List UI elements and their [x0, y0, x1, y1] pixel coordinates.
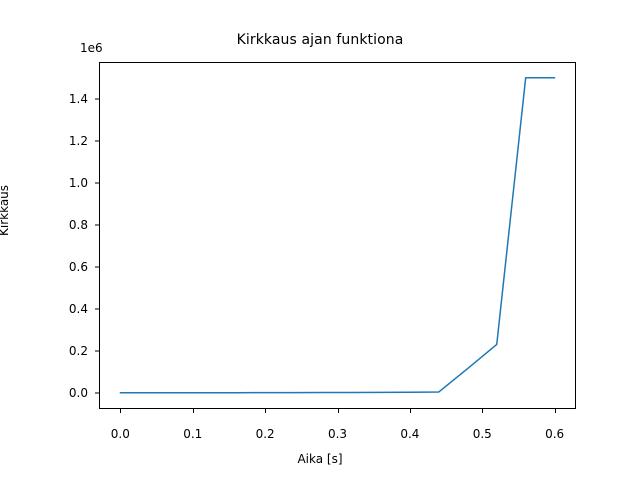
y-tick-label: 0.4 — [68, 302, 88, 317]
y-tick-label: 0.2 — [68, 344, 88, 359]
x-tick-mark — [120, 409, 122, 413]
chart-title: Kirkkaus ajan funktiona — [236, 32, 404, 48]
y-tick-label: 0.0 — [68, 386, 88, 401]
axes-frame — [99, 62, 576, 409]
y-axis-label: Kirkkaus — [0, 184, 11, 236]
x-tick-label: 0.6 — [545, 427, 565, 441]
y-tick-label: 1.2 — [68, 133, 88, 148]
x-tick-mark — [192, 409, 194, 413]
y-tick-label: 1.0 — [68, 175, 88, 190]
y-tick-mark — [95, 392, 99, 394]
y-tick-label: 0.6 — [68, 260, 88, 275]
y-tick-mark — [95, 182, 99, 184]
y-tick-mark — [95, 308, 99, 310]
x-tick-label: 0.3 — [327, 427, 348, 441]
y-tick-mark — [95, 266, 99, 268]
x-tick-label: 0.2 — [255, 427, 275, 441]
y-tick-mark — [95, 140, 99, 142]
y-tick-label: 0.8 — [68, 217, 88, 232]
x-tick-mark — [409, 409, 411, 413]
series-kirkkaus-line — [119, 77, 556, 394]
x-tick-mark — [482, 409, 484, 413]
x-tick-label: 0.0 — [110, 427, 130, 441]
x-tick-label: 0.4 — [400, 427, 420, 441]
x-axis-label: Aika [s] — [297, 452, 343, 466]
x-tick-mark — [265, 409, 267, 413]
y-tick-mark — [95, 98, 99, 100]
x-tick-label: 0.1 — [183, 427, 203, 441]
y-tick-mark — [95, 350, 99, 352]
x-tick-label: 0.5 — [472, 427, 492, 441]
y-tick-label: 1.4 — [68, 91, 88, 106]
x-tick-mark — [554, 409, 556, 413]
y-axis-offset-text: 1e6 — [80, 41, 103, 55]
x-tick-mark — [337, 409, 339, 413]
y-tick-mark — [95, 224, 99, 226]
data-line-plot — [119, 77, 556, 394]
